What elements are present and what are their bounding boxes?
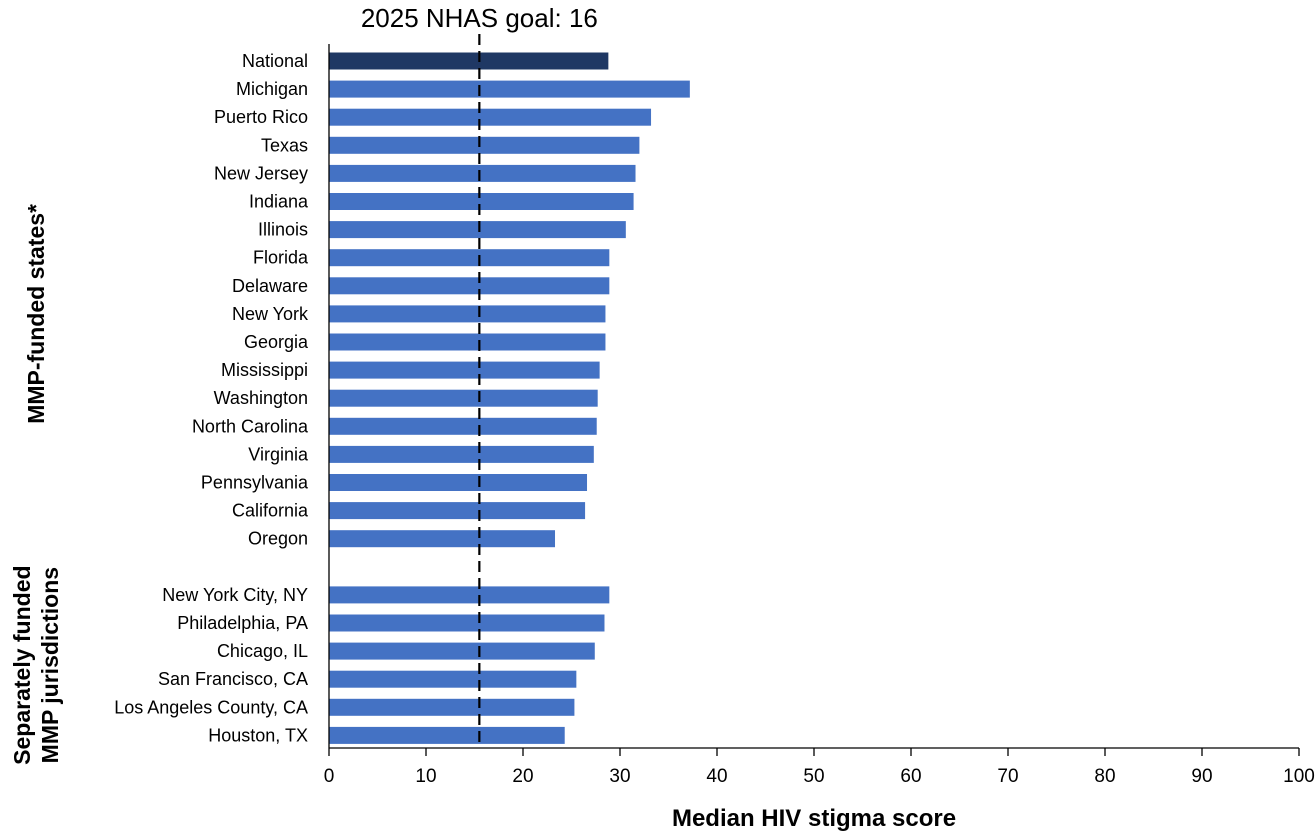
bar-mississippi — [329, 361, 600, 379]
reference-line-label: 2025 NHAS goal: 16 — [361, 3, 598, 33]
bar-indiana — [329, 193, 634, 210]
x-axis: 0 10 20 30 40 50 60 70 80 90 100 — [324, 44, 1315, 787]
category-label-pennsylvania: Pennsylvania — [201, 473, 309, 493]
category-label-new-york-city-ny: New York City, NY — [162, 585, 308, 605]
bar-california — [329, 502, 586, 520]
bar-chicago-il — [329, 642, 595, 660]
bar-san-francisco-ca — [329, 670, 577, 688]
bar-new-york — [329, 305, 606, 323]
category-label-new-jersey: New Jersey — [214, 163, 308, 183]
x-tick-label-60: 60 — [900, 766, 921, 787]
category-label-delaware: Delaware — [232, 276, 308, 296]
category-label-philadelphia-pa: Philadelphia, PA — [177, 613, 308, 633]
bar-virginia — [329, 445, 594, 463]
category-label-national: National — [242, 51, 308, 71]
category-label-los-angeles-county-ca: Los Angeles County, CA — [114, 697, 308, 717]
bar-illinois — [329, 221, 626, 239]
category-label-georgia: Georgia — [244, 332, 309, 352]
x-tick-label-90: 90 — [1191, 766, 1212, 787]
bars — [329, 52, 690, 744]
bar-michigan — [329, 80, 690, 98]
category-label-puerto-rico: Puerto Rico — [214, 107, 308, 127]
category-label-north-carolina: North Carolina — [192, 416, 309, 436]
x-tick-label-0: 0 — [324, 766, 335, 787]
bar-oregon — [329, 530, 556, 548]
bar-new-york-city-ny — [329, 586, 610, 604]
category-label-san-francisco-ca: San Francisco, CA — [158, 669, 308, 689]
x-tick-label-30: 30 — [609, 766, 630, 787]
group-title-separately-funded-line-2: MMP jurisdictions — [37, 567, 63, 763]
category-label-florida: Florida — [253, 248, 309, 268]
x-tick-label-70: 70 — [997, 766, 1018, 787]
category-label-virginia: Virginia — [248, 444, 309, 464]
bar-new-jersey — [329, 164, 636, 182]
category-label-new-york: New York — [232, 304, 309, 324]
category-label-mississippi: Mississippi — [221, 360, 308, 380]
bar-georgia — [329, 333, 606, 351]
category-label-california: California — [232, 501, 309, 521]
x-tick-label-10: 10 — [415, 766, 436, 787]
group-title-mmp-funded-states: MMP-funded states* — [23, 204, 49, 424]
bar-national — [329, 52, 609, 70]
bar-philadelphia-pa — [329, 614, 605, 632]
bar-delaware — [329, 277, 610, 295]
bar-houston-tx — [329, 726, 565, 744]
bar-puerto-rico — [329, 108, 652, 126]
x-tick-label-20: 20 — [512, 766, 533, 787]
x-tick-label-40: 40 — [706, 766, 727, 787]
x-axis-title: Median HIV stigma score — [672, 805, 956, 832]
category-label-oregon: Oregon — [248, 529, 308, 549]
bar-texas — [329, 136, 640, 154]
x-tick-label-80: 80 — [1094, 766, 1115, 787]
x-tick-label-100: 100 — [1283, 766, 1315, 787]
category-label-chicago-il: Chicago, IL — [217, 641, 308, 661]
category-label-indiana: Indiana — [249, 192, 309, 212]
category-label-texas: Texas — [261, 135, 308, 155]
bar-washington — [329, 389, 598, 407]
category-label-houston-tx: Houston, TX — [208, 725, 308, 745]
category-labels: National Michigan Puerto Rico Texas New Jers… — [114, 51, 309, 745]
category-label-michigan: Michigan — [236, 79, 308, 99]
group-title-separately-funded-line-1: Separately funded — [9, 565, 35, 764]
x-tick-label-50: 50 — [803, 766, 824, 787]
bar-los-angeles-county-ca — [329, 698, 575, 716]
category-label-illinois: Illinois — [258, 220, 308, 240]
bar-pennsylvania — [329, 474, 588, 491]
bar-north-carolina — [329, 417, 597, 435]
category-label-washington: Washington — [214, 388, 308, 408]
group-titles: MMP-funded states* Separately funded MMP j… — [9, 204, 63, 765]
bar-florida — [329, 249, 610, 267]
